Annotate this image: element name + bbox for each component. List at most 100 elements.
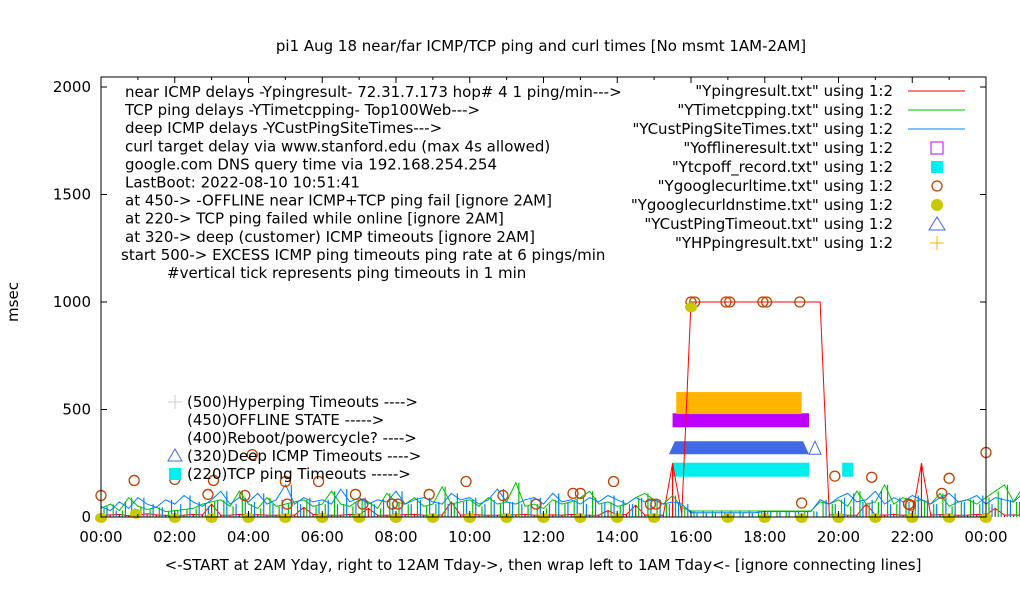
dns-point [205,513,218,523]
curl-point [760,296,773,308]
legend-plus-icon [930,236,944,250]
curl-point [574,487,587,500]
legend-square-icon [931,161,943,173]
y-axis-label: msec [4,282,22,322]
dns-point [721,513,734,523]
note-line: start 500-> EXCESS ICMP ping timeouts pi… [121,246,605,264]
dns-point [758,513,771,523]
x-tick-label: 00:00 [964,528,1007,546]
x-tick-label: 04:00 [227,528,270,546]
legend-label: "Ytcpoff_record.txt" using 1:2 [672,158,893,177]
note-line: deep ICMP delays -YCustPingSiteTimes---> [125,119,442,137]
dns-point [353,513,366,523]
ytcpoff_record-band [842,462,854,477]
dns-point [168,513,181,523]
legend-label: "Ypingresult.txt" using 1:2 [695,82,893,100]
legend-circle-open-icon [931,180,943,192]
curl-point [720,296,732,308]
curl-point [386,498,398,510]
legend-label: "YCustPingSiteTimes.txt" using 1:2 [632,120,893,138]
note-line: LastBoot: 2022-08-10 10:51:41 [125,174,360,192]
plot-marks [95,296,1020,523]
curl-point [349,488,362,501]
x-tick-label: 10:00 [448,528,491,546]
curl-point [936,487,948,500]
legend-label: "Ygooglecurldnstime.txt" using 1:2 [631,196,893,214]
legend-square-open-icon [930,141,944,155]
curl-point [128,474,140,487]
dns-point [648,513,661,523]
x-tick-label: 16:00 [669,528,712,546]
x-tick-label: 00:00 [79,528,122,546]
legend-label: "Yofflineresult.txt" using 1:2 [683,139,893,157]
dns-point [943,513,956,523]
note-line: curl target delay via www.stanford.edu (… [125,137,550,155]
y-tick-label: 2000 [53,78,91,96]
legend-label: "YHPpingresult.txt" using 1:2 [675,234,893,252]
x-tick-label: 18:00 [743,528,786,546]
y-tick-label: 1500 [53,186,91,204]
curl-point [943,472,955,484]
curl-point [497,489,509,502]
x-tick-label: 14:00 [596,528,639,546]
dns-point [426,513,439,523]
dns-point [906,513,919,523]
curl-point [757,296,769,308]
curl-point [567,487,579,500]
ytcpoff_record-band [672,462,809,477]
marker-key: (500)Hyperping Timeouts ---->(450)OFFLIN… [167,393,421,483]
square-icon [169,468,181,480]
curl-point [279,475,292,488]
curl-point [650,498,662,510]
curl-point [207,474,220,487]
curl-point [392,498,404,510]
dns-point [242,513,255,523]
legend-circle-icon [931,199,943,211]
y-tick-label: 0 [81,508,91,526]
dns-point [611,513,624,523]
legend-triangle-icon [928,216,946,231]
x-tick-label: 08:00 [374,528,417,546]
dns-point [795,513,808,523]
dns-point [500,513,513,523]
series-YTimetcpping [100,481,1020,513]
curl-point [246,448,258,461]
curl-point [202,488,214,501]
y-tick-label: 1000 [53,293,91,311]
dns-point [390,513,402,523]
x-tick-label: 12:00 [522,528,565,546]
note-line: google.com DNS query time via 192.168.25… [125,155,497,173]
dns-point [869,513,882,523]
curl-point [607,475,620,488]
note-line: #vertical tick represents ping timeouts … [167,264,526,282]
x-tick-label: 02:00 [153,528,196,546]
curl-point [239,489,251,502]
curl-point [829,470,841,482]
dns-point [95,513,107,523]
curl-point [794,296,806,308]
curl-point [460,475,472,488]
curl-point [357,498,369,510]
curl-point [530,498,542,510]
x-tick-label: 20:00 [817,528,860,546]
dns-point [980,513,992,523]
note-line: TCP ping delays -YTimetcpping- Top100Web… [124,101,480,119]
x-axis-label: <-START at 2AM Yday, right to 12AM Tday-… [165,556,922,574]
dns-point [130,508,143,519]
dns-point [537,513,550,523]
marker-key-label: (320)Deep ICMP Timeouts ----> [187,447,421,465]
curl-point [724,296,736,308]
deep-icmp-timeout-band [668,441,809,455]
curl-point [312,475,325,488]
dns-point [463,513,476,523]
legend-label: "YTimetcpping.txt" using 1:2 [677,101,893,119]
curl-point [644,498,657,510]
curl-point [795,497,808,509]
legend-label: "Ygooglecurltime.txt" using 1:2 [658,177,893,195]
note-line: at 320-> deep (customer) ICMP timeouts [… [125,228,535,246]
annotation-notes: near ICMP delays -Ypingresult- 72.31.7.1… [121,83,622,282]
legend-label: "YCustPingTimeout.txt" using 1:2 [644,215,893,233]
note-line: near ICMP delays -Ypingresult- 72.31.7.1… [125,83,622,101]
y-tick-label: 500 [62,401,91,419]
deep-icmp-timeout-marker [808,440,822,455]
